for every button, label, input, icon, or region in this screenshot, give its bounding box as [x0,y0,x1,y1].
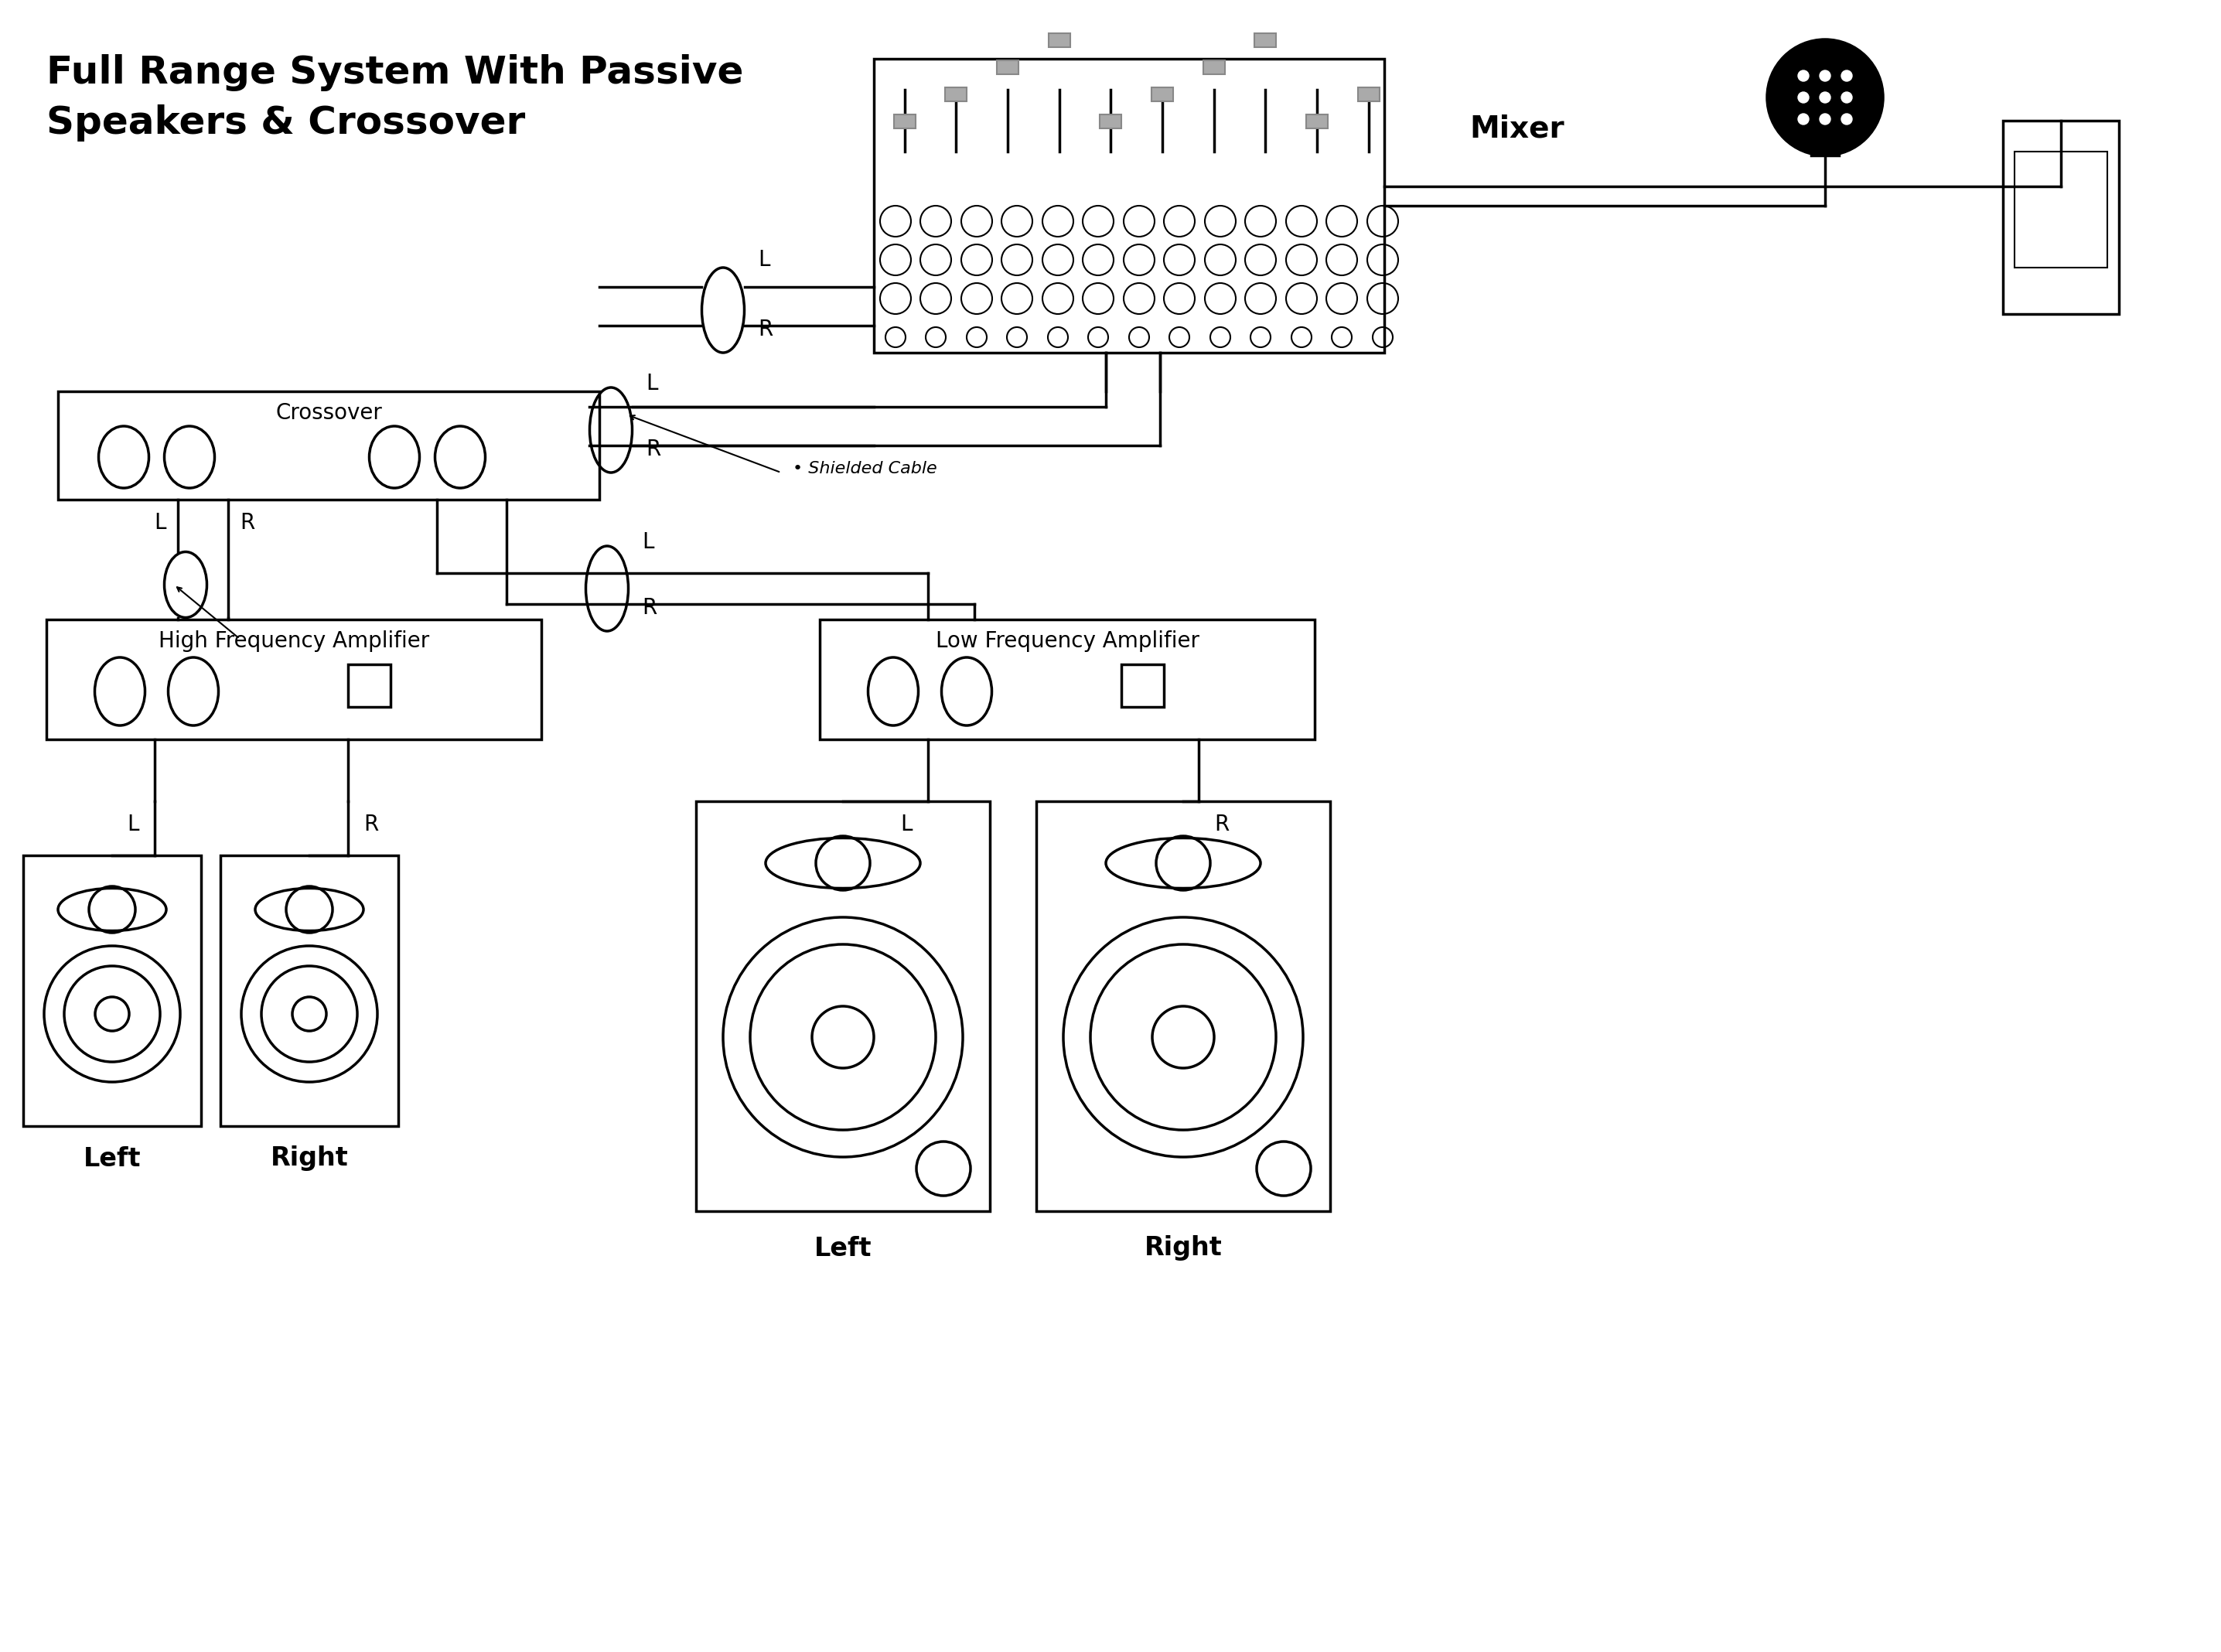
Bar [1204,61,1226,74]
Text: Crossover: Crossover [275,401,382,425]
Text: L: L [153,512,167,534]
Text: Left: Left [815,1236,871,1260]
Text: High Frequency Amplifier: High Frequency Amplifier [158,631,429,653]
Circle shape [1768,40,1883,155]
Bar [873,59,1384,352]
Bar [349,664,391,707]
Bar [47,620,542,740]
Bar [820,620,1315,740]
Text: R: R [646,438,660,461]
Bar [1255,33,1277,48]
Text: R: R [757,319,773,340]
Circle shape [1799,114,1808,124]
Circle shape [1819,71,1830,81]
Bar [1099,114,1122,129]
Text: L: L [757,249,771,271]
Bar [1810,66,1839,155]
Bar [895,114,915,129]
Text: L: L [646,373,657,395]
Bar [1048,33,1071,48]
Text: L: L [127,814,140,836]
Text: • Shielded Cable: • Shielded Cable [793,461,937,476]
Bar [22,856,202,1127]
Bar [1150,88,1173,101]
Bar [1037,801,1330,1211]
Bar [997,61,1019,74]
Circle shape [1841,114,1852,124]
Text: R: R [1215,814,1228,836]
Circle shape [1841,71,1852,81]
Bar [58,392,600,499]
Text: Right: Right [1144,1236,1222,1260]
Text: Left: Left [84,1146,140,1171]
Bar [944,88,966,101]
Circle shape [1799,93,1808,102]
Bar [2014,152,2108,268]
Bar [1122,664,1164,707]
Bar [2003,121,2119,314]
Bar [1306,114,1328,129]
Text: R: R [240,512,255,534]
Text: Mixer: Mixer [1470,114,1564,144]
Text: Speakers & Crossover: Speakers & Crossover [47,104,526,142]
Bar [220,856,398,1127]
Circle shape [1819,93,1830,102]
Circle shape [1819,114,1830,124]
Bar [695,801,991,1211]
Circle shape [1799,71,1808,81]
Text: Right: Right [271,1146,349,1171]
Text: Full Range System With Passive: Full Range System With Passive [47,55,744,91]
Text: R: R [364,814,378,836]
Text: L: L [900,814,913,836]
Circle shape [1841,93,1852,102]
Text: L: L [642,532,653,553]
Text: R: R [642,596,657,620]
Text: Low Frequency Amplifier: Low Frequency Amplifier [935,631,1199,653]
Bar [1357,88,1379,101]
